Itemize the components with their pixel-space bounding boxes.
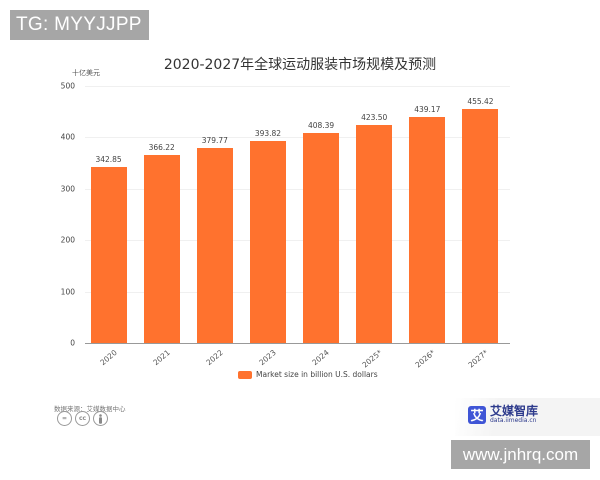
x-tick-label: 2026* bbox=[413, 348, 438, 370]
gridline bbox=[85, 137, 510, 139]
gridline bbox=[85, 188, 510, 190]
x-tick-label: 2022 bbox=[204, 348, 225, 368]
x-tick-label: 2021 bbox=[151, 348, 172, 368]
bar bbox=[303, 133, 340, 343]
bar bbox=[90, 166, 127, 343]
bar-value-label: 342.85 bbox=[95, 154, 122, 164]
bar-value-label: 379.77 bbox=[201, 135, 228, 145]
bar-value-label: 423.50 bbox=[361, 113, 388, 123]
logo-name: 艾媒智库 bbox=[490, 404, 539, 418]
gridline bbox=[85, 86, 510, 87]
license-icons: = cc bbox=[57, 411, 108, 426]
gridline bbox=[85, 291, 510, 293]
bar bbox=[356, 125, 393, 343]
y-axis-unit: 十亿美元 bbox=[72, 69, 100, 77]
data-source: 数据来源：艾媒数据中心 bbox=[54, 405, 126, 413]
watermark-top: TG: MYYJJPP bbox=[10, 10, 149, 40]
gridline bbox=[85, 240, 510, 242]
bar bbox=[196, 147, 233, 343]
y-tick-label: 500 bbox=[60, 81, 75, 91]
y-tick-label: 300 bbox=[60, 184, 75, 194]
x-axis-line bbox=[85, 343, 510, 344]
bar-value-label: 439.17 bbox=[414, 105, 441, 115]
bar bbox=[249, 140, 286, 343]
logo-url: data.iimedia.cn bbox=[490, 417, 537, 424]
bar-value-label: 455.42 bbox=[467, 96, 494, 106]
plot-area: 0 100 200 300 400 500 342.85 2020 366.22 2021 379.… bbox=[61, 82, 510, 370]
no-derivatives-icon: = bbox=[57, 411, 72, 426]
legend-label: Market size in billion U.S. dollars bbox=[256, 370, 378, 379]
x-tick-label: 2020 bbox=[97, 348, 119, 368]
legend-swatch bbox=[238, 370, 252, 379]
attribution-icon bbox=[93, 411, 108, 426]
bar-value-label: 408.39 bbox=[307, 121, 335, 131]
x-tick-label: 2027* bbox=[466, 348, 491, 370]
y-tick-label: 200 bbox=[60, 235, 75, 245]
bar-value-label: 366.22 bbox=[148, 142, 175, 152]
legend: Market size in billion U.S. dollars bbox=[238, 370, 378, 379]
brand-logo: 艾 艾媒智库 data.iimedia.cn bbox=[468, 405, 538, 424]
y-tick-label: 400 bbox=[60, 132, 75, 142]
watermark-bottom: www.jnhrq.com bbox=[451, 440, 590, 469]
creative-commons-icon: cc bbox=[75, 411, 90, 426]
bar-value-label: 393.82 bbox=[254, 128, 282, 138]
y-tick-label: 100 bbox=[60, 287, 75, 297]
logo-mark-icon: 艾 bbox=[468, 405, 486, 424]
bar bbox=[143, 154, 180, 343]
y-tick-label: 0 bbox=[70, 338, 75, 348]
chart-title: 2020-2027年全球运动服装市场规模及预测 bbox=[163, 57, 437, 73]
bar bbox=[462, 108, 499, 343]
bar bbox=[409, 117, 446, 343]
